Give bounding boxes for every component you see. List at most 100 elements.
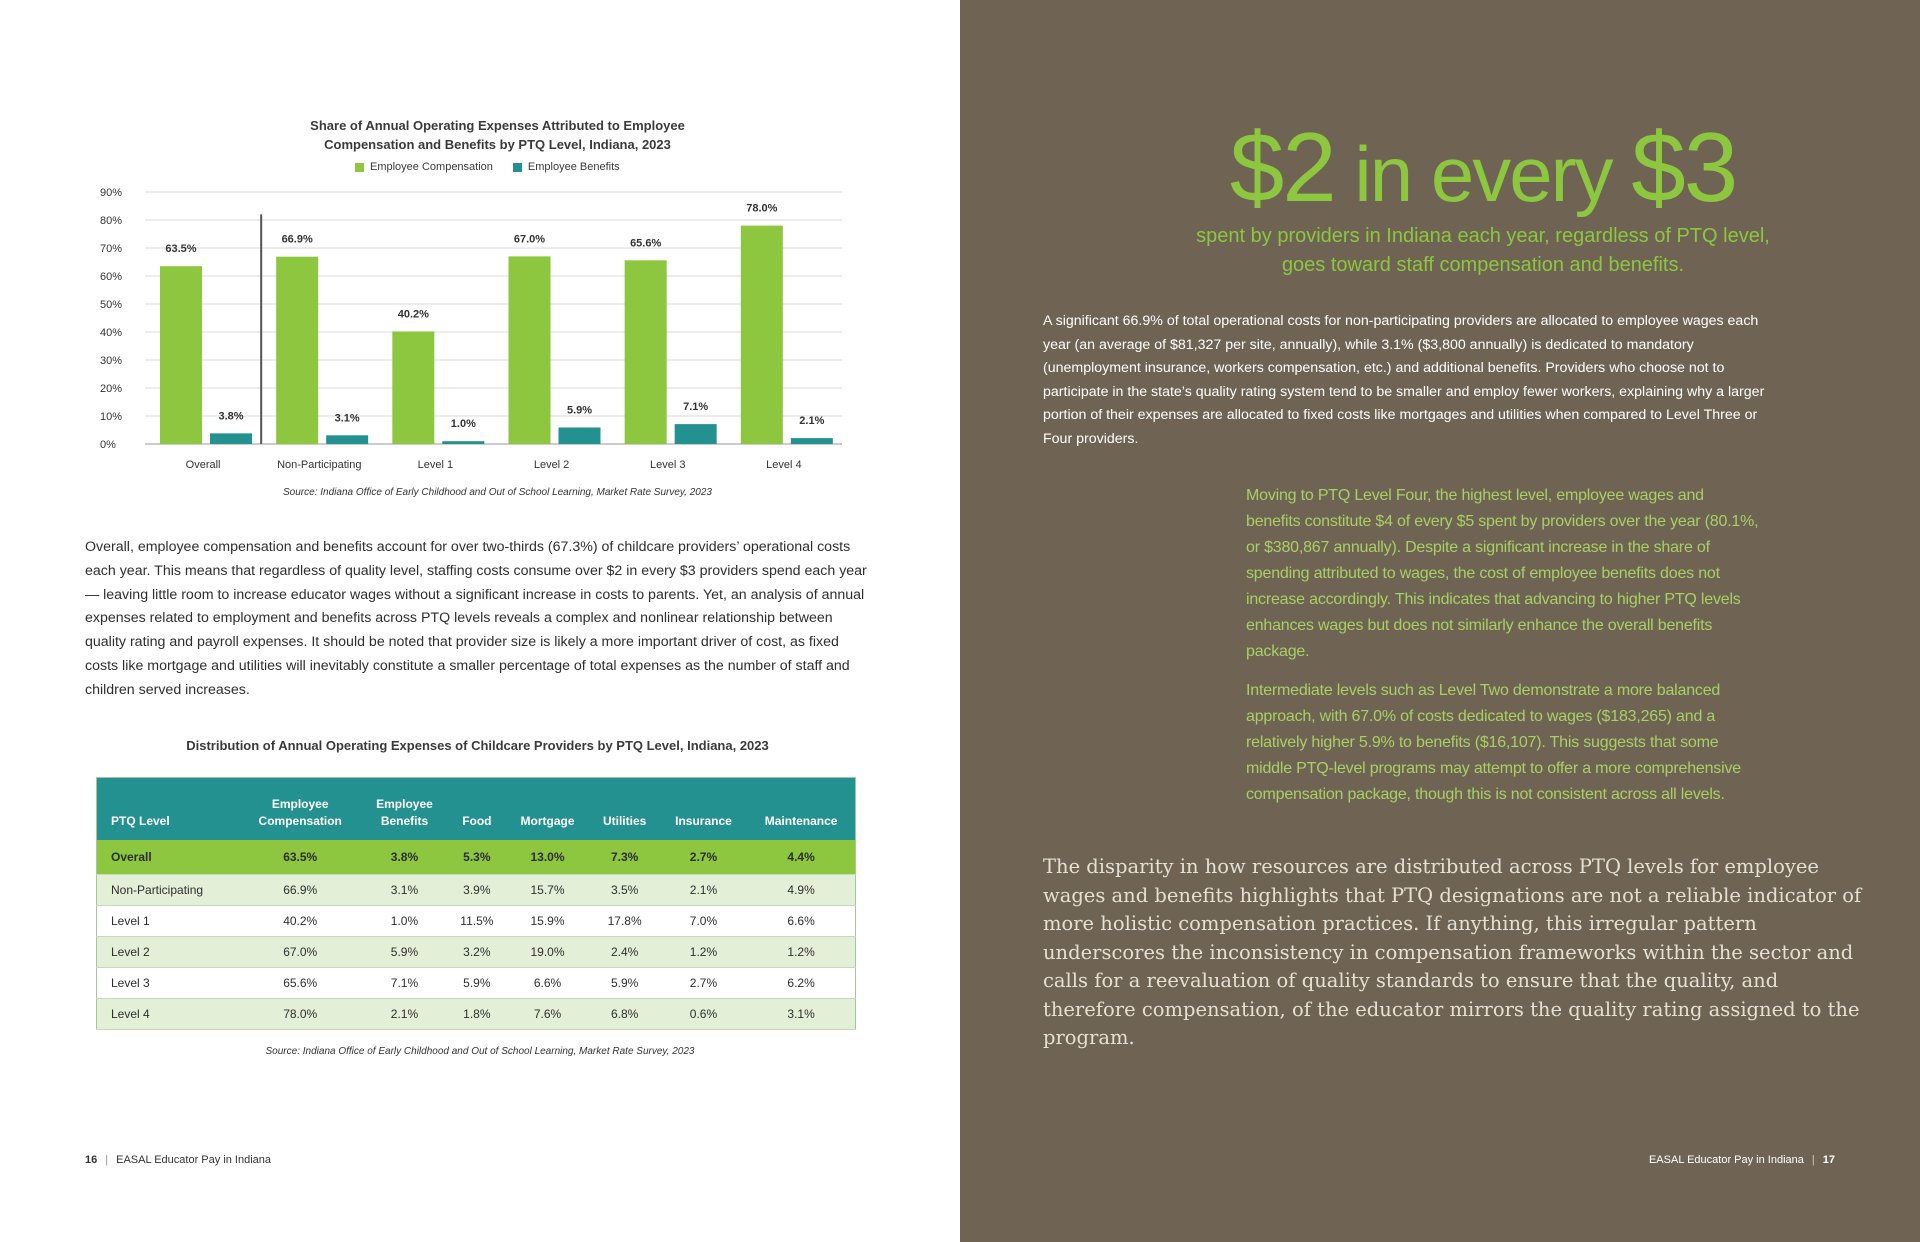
table-cell: 4.9% [747, 874, 856, 906]
table-cell: 7.1% [360, 967, 449, 999]
y-tick-label: 80% [100, 215, 122, 227]
data-label-benefits: 3.1% [335, 412, 360, 424]
callout-paragraph-1: Moving to PTQ Level Four, the highest le… [1246, 487, 1759, 660]
data-label-compensation: 40.2% [398, 308, 429, 320]
table-cell: Level 1 [96, 905, 240, 937]
chart-title-line1: Share of Annual Operating Expenses Attri… [310, 118, 685, 133]
page-number-right: 17 [1822, 1154, 1835, 1166]
page-number-left: 16 [85, 1154, 98, 1166]
chart-source: Source: Indiana Office of Early Childhoo… [283, 487, 712, 498]
legend-item-benefits: Employee Benefits [512, 161, 620, 173]
table-row: Non-Participating 66.9% 3.1% 3.9% 15.7% … [96, 874, 856, 906]
y-tick-label: 20% [100, 383, 122, 395]
x-tick-label: Level 2 [534, 459, 569, 471]
table-cell: 11.5% [448, 905, 506, 937]
bar-employee-benefits [558, 427, 601, 444]
table-cell: 1.0% [360, 905, 449, 937]
table-row: Level 4 78.0% 2.1% 1.8% 7.6% 6.8% 0.6% 3… [96, 998, 856, 1030]
table-cell: 19.0% [505, 936, 590, 968]
subhead: spent by providers in Indiana each year,… [960, 222, 1920, 280]
table-cell: 6.2% [747, 967, 856, 999]
data-label-benefits: 2.1% [799, 415, 824, 427]
table-cell: 3.2% [448, 936, 506, 968]
table-cell: 1.2% [659, 936, 748, 968]
y-tick-label: 30% [100, 355, 122, 367]
right-page: $2 in every $3 spent by providers in Ind… [960, 0, 1920, 1242]
table-cell: 5.3% [448, 840, 506, 875]
x-tick-label: Level 3 [650, 459, 685, 471]
callout-paragraph-2: Intermediate levels such as Level Two de… [1246, 682, 1741, 803]
chart-legend: Employee Compensation Employee Benefits [355, 161, 620, 173]
x-tick-label: Overall [186, 459, 221, 471]
headline: $2 in every $3 [960, 112, 1920, 229]
headline-part3: $3 [1631, 112, 1738, 222]
left-page: Share of Annual Operating Expenses Attri… [85, 118, 867, 1166]
footer-separator-left: | [105, 1154, 109, 1166]
table-cell: 66.9% [239, 874, 361, 906]
table-cell: 78.0% [239, 998, 361, 1030]
header-mortgage: Mortgage [505, 777, 590, 840]
y-tick-label: 60% [100, 271, 122, 283]
table-row: Level 1 40.2% 1.0% 11.5% 15.9% 17.8% 7.0… [96, 905, 856, 937]
table-cell: 2.1% [659, 874, 748, 906]
table-cell: 5.9% [589, 967, 660, 999]
x-tick-label: Non-Participating [277, 459, 361, 471]
table-cell: 3.9% [448, 874, 506, 906]
bar-employee-benefits [674, 424, 717, 444]
headline-part2: in every [1334, 130, 1632, 218]
bar-employee-benefits [210, 433, 252, 444]
header-employee-benefits: Employee Benefits [360, 777, 449, 840]
bar-employee-compensation [160, 266, 202, 444]
table-row: Overall 63.5% 3.8% 5.3% 13.0% 7.3% 2.7% … [96, 840, 856, 875]
x-tick-label: Level 4 [766, 459, 801, 471]
legend-item-compensation: Employee Compensation [355, 161, 493, 173]
table-cell: 1.8% [448, 998, 506, 1030]
table-title: Distribution of Annual Operating Expense… [186, 738, 769, 753]
table-cell: 4.4% [747, 840, 856, 875]
header-utilities: Utilities [589, 777, 660, 840]
publication-name-right: EASAL Educator Pay in Indiana [1648, 1154, 1804, 1166]
publication-name-left: EASAL Educator Pay in Indiana [116, 1154, 272, 1166]
data-label-benefits: 1.0% [451, 418, 476, 430]
table-cell: 7.3% [589, 840, 660, 875]
right-paragraph: A significant 66.9% of total operational… [1043, 313, 1765, 447]
legend-swatch-compensation [355, 162, 364, 172]
table-cell: 15.7% [505, 874, 590, 906]
table-cell: 2.1% [360, 998, 449, 1030]
header-ptq-level: PTQ Level [96, 777, 240, 840]
callout-block: Moving to PTQ Level Four, the highest le… [1246, 483, 1761, 821]
legend-label-compensation: Employee Compensation [370, 161, 493, 173]
headline-part1: $2 [1229, 112, 1337, 222]
table-cell: 65.6% [239, 967, 361, 999]
table-cell: 0.6% [659, 998, 748, 1030]
bar-employee-benefits [326, 435, 369, 444]
table-cell: 67.0% [239, 936, 361, 968]
y-tick-label: 0% [100, 439, 116, 451]
table-cell: 17.8% [589, 905, 660, 937]
data-label-compensation: 78.0% [746, 203, 777, 215]
table-cell: 2.7% [659, 840, 748, 875]
x-tick-label: Level 1 [418, 459, 453, 471]
bar-employee-benefits [790, 438, 833, 444]
bar-employee-compensation [276, 256, 319, 444]
table-cell: 3.8% [360, 840, 449, 875]
table-cell: Level 2 [96, 936, 240, 968]
table-cell: Level 3 [96, 967, 240, 999]
legend-label-benefits: Employee Benefits [527, 161, 620, 173]
data-label-benefits: 5.9% [567, 404, 592, 416]
table-row: Level 3 65.6% 7.1% 5.9% 6.6% 5.9% 2.7% 6… [96, 967, 856, 999]
bar-employee-compensation [624, 260, 667, 444]
chart-title-line2: Compensation and Benefits by PTQ Level, … [324, 137, 671, 152]
table-cell: 5.9% [448, 967, 506, 999]
bar-employee-benefits [442, 441, 485, 444]
bar-employee-compensation [392, 331, 435, 444]
subhead-line2: goes toward staff compensation and benef… [1281, 254, 1685, 276]
table-cell: 3.5% [589, 874, 660, 906]
table-cell: Non-Participating [96, 874, 240, 906]
bar-chart: 0% 10% 20% 30% 40% 50% 60% 70% 80% 90% 63.5% 3.8% Ov… [100, 187, 842, 471]
table-cell: 40.2% [239, 905, 361, 937]
y-tick-label: 90% [100, 187, 122, 199]
table-cell: Level 4 [96, 998, 240, 1030]
footer-right: EASAL Educator Pay in Indiana | 17 [1649, 1154, 1835, 1166]
data-label-compensation: 66.9% [282, 234, 313, 246]
